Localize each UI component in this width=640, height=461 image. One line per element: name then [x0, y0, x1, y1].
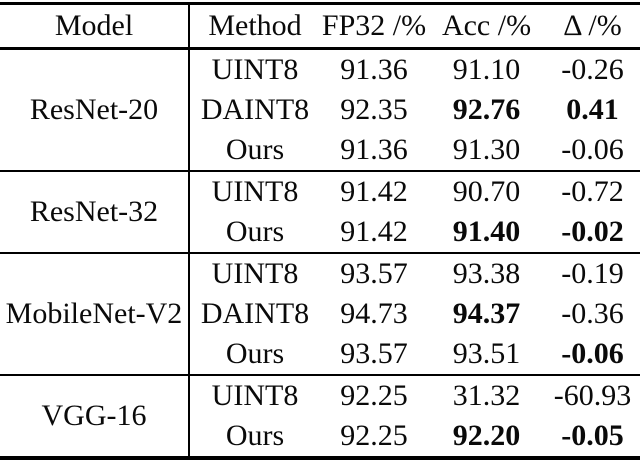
table-row: UINT8 92.25 31.32 -60.93	[190, 376, 640, 416]
cell-acc: 93.38	[452, 257, 521, 290]
cell-acc: 91.10	[452, 53, 521, 86]
header-cell-acc: Acc /%	[441, 9, 532, 42]
cell-fp32: 92.25	[340, 419, 408, 452]
cell-delta: -0.19	[561, 257, 624, 290]
cell-method: UINT8	[211, 379, 299, 412]
section-mobilenet-v2: MobileNet-V2 UINT8 93.57 93.38 -0.19 DAI…	[0, 254, 640, 374]
table-row: Ours 91.42 91.40 -0.02	[190, 212, 640, 252]
section-vgg-16: VGG-16 UINT8 92.25 31.32 -60.93 Ours 92.…	[0, 376, 640, 456]
section-resnet-20: ResNet-20 UINT8 91.36 91.10 -0.26 DAINT8…	[0, 50, 640, 170]
table-row: UINT8 93.57 93.38 -0.19	[190, 254, 640, 294]
cell-delta: -0.36	[561, 297, 624, 330]
cell-fp32: 91.36	[340, 133, 408, 166]
cell-delta: -60.93	[553, 379, 632, 412]
cell-acc: 31.32	[452, 379, 521, 412]
cell-acc: 93.51	[452, 337, 521, 370]
cell-acc: 91.30	[452, 133, 521, 166]
cell-method: DAINT8	[200, 297, 310, 330]
model-label: ResNet-32	[0, 172, 190, 252]
table-row: DAINT8 94.73 94.37 -0.36	[190, 294, 640, 334]
cell-method: DAINT8	[200, 93, 310, 126]
header-cell-method: Method	[208, 9, 302, 42]
section-rule	[0, 252, 640, 254]
table-row: Ours 93.57 93.51 -0.06	[190, 334, 640, 374]
cell-fp32: 91.42	[340, 175, 408, 208]
header-cell-delta: Δ /%	[563, 9, 622, 42]
cell-fp32: 92.35	[340, 93, 408, 126]
model-label: ResNet-20	[0, 50, 190, 170]
cell-delta: -0.26	[561, 53, 624, 86]
cell-fp32: 94.73	[340, 297, 408, 330]
cell-acc: 91.40	[452, 215, 521, 248]
section-resnet-32: ResNet-32 UINT8 91.42 90.70 -0.72 Ours 9…	[0, 172, 640, 252]
cell-acc: 94.37	[452, 297, 521, 330]
cell-method: UINT8	[211, 175, 299, 208]
cell-method: Ours	[225, 419, 285, 452]
cell-acc: 92.20	[452, 419, 521, 452]
table-row: Ours 91.36 91.30 -0.06	[190, 130, 640, 170]
cell-fp32: 91.42	[340, 215, 408, 248]
table-row: Ours 92.25 92.20 -0.05	[190, 416, 640, 456]
table-header: Model Method FP32 /% Acc /% Δ /%	[0, 5, 640, 47]
cell-method: UINT8	[211, 53, 299, 86]
header-cell-fp32: FP32 /%	[321, 9, 427, 42]
header-rule	[0, 47, 640, 50]
cell-acc: 90.70	[452, 175, 521, 208]
table-row: UINT8 91.36 91.10 -0.26	[190, 50, 640, 90]
cell-method: Ours	[225, 133, 285, 166]
cell-method: UINT8	[211, 257, 299, 290]
model-label: MobileNet-V2	[0, 254, 190, 374]
cell-delta: 0.41	[566, 93, 619, 126]
cell-fp32: 93.57	[340, 257, 408, 290]
header-cell-model: Model	[0, 5, 190, 47]
cell-delta: -0.06	[561, 133, 624, 166]
bottom-rule	[0, 456, 640, 460]
cell-fp32: 91.36	[340, 53, 408, 86]
table-row: DAINT8 92.35 92.76 0.41	[190, 90, 640, 130]
top-rule	[0, 2, 640, 5]
cell-delta: -0.05	[561, 419, 624, 452]
cell-fp32: 93.57	[340, 337, 408, 370]
model-label: VGG-16	[0, 376, 190, 456]
cell-delta: -0.72	[561, 175, 624, 208]
cell-method: Ours	[225, 215, 285, 248]
section-rule	[0, 170, 640, 172]
section-rule	[0, 374, 640, 376]
cell-method: Ours	[225, 337, 285, 370]
cell-acc: 92.76	[452, 93, 521, 126]
cell-delta: -0.06	[561, 337, 624, 370]
cell-delta: -0.02	[561, 215, 624, 248]
cell-fp32: 92.25	[340, 379, 408, 412]
table-row: UINT8 91.42 90.70 -0.72	[190, 172, 640, 212]
